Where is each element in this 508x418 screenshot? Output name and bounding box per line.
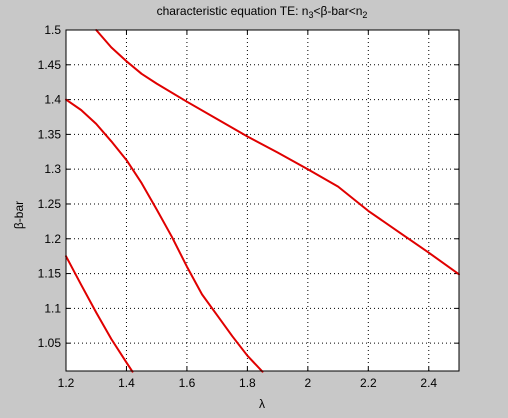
x-tick-label: 2.2 [360, 376, 377, 390]
y-tick-label: 1.45 [38, 58, 62, 72]
chart-title: characteristic equation TE: n3<β-bar<n2 [157, 4, 368, 20]
title-main: characteristic equation TE: n [157, 4, 309, 18]
y-tick-label: 1.2 [44, 232, 61, 246]
x-tick-label: 1.2 [58, 376, 75, 390]
series-line-1 [95, 29, 460, 276]
title-subscript-2: 2 [362, 10, 367, 20]
x-tick-label: 2.4 [420, 376, 437, 390]
x-tick-label: 2 [305, 376, 312, 390]
y-tick-label: 1.35 [38, 127, 62, 141]
axes-frame [65, 29, 460, 372]
y-tick-label: 1.15 [38, 267, 62, 281]
series-line-2 [65, 98, 264, 373]
series-line-3 [65, 255, 134, 373]
y-tick-label: 1.4 [44, 93, 61, 107]
title-subscript-1: 3 [308, 10, 313, 20]
x-tick-label: 1.8 [239, 376, 256, 390]
y-tick-label: 1.3 [44, 162, 61, 176]
y-tick-label: 1.5 [44, 23, 61, 37]
x-tick-label: 1.4 [118, 376, 135, 390]
y-tick-label: 1.05 [38, 336, 62, 350]
axes-background [66, 30, 459, 371]
title-middle: <β-bar<n [313, 4, 362, 18]
plot-area: 1.2 1.4 1.6 1.8 2 2.2 2.4 1.05 1.1 1.15 1.2 1.25 1.3… [38, 23, 460, 390]
y-tick-label: 1.25 [38, 197, 62, 211]
x-tick-label: 1.6 [179, 376, 196, 390]
x-axis-label: λ [259, 397, 265, 411]
y-axis-label: β-bar [12, 201, 26, 229]
y-tick-label: 1.1 [44, 301, 61, 315]
